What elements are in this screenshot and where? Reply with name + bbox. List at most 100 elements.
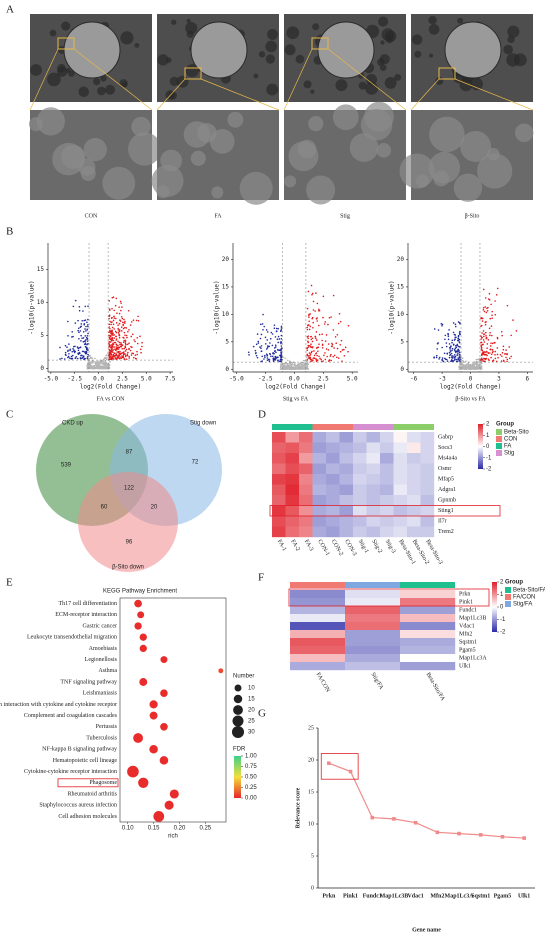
point-decor — [124, 355, 127, 358]
row-label: Vdac1 — [459, 623, 475, 629]
point-decor — [125, 334, 128, 337]
micrograph-texture — [239, 171, 273, 205]
heat-cell — [345, 654, 401, 663]
point-decor — [86, 321, 88, 324]
point-decor — [112, 296, 115, 298]
y-tick-label: Staphylococcus aureus infection — [39, 802, 117, 809]
point-decor — [123, 318, 125, 321]
point-decor — [128, 342, 130, 344]
point-decor — [115, 348, 118, 350]
point-decor — [304, 360, 306, 362]
point-decor — [320, 360, 323, 363]
point-decor — [97, 361, 99, 364]
point-decor — [105, 358, 108, 361]
heat-cell — [366, 474, 381, 485]
point-decor — [256, 333, 259, 335]
point-decor — [85, 346, 87, 349]
heat-cell — [420, 442, 435, 454]
micrograph-texture — [128, 132, 162, 166]
point-decor — [502, 345, 505, 348]
point-decor — [307, 344, 310, 347]
point-decor — [307, 355, 310, 357]
point-decor — [450, 356, 453, 359]
point-decor — [278, 338, 281, 340]
point-decor — [71, 336, 73, 338]
point-decor — [315, 292, 317, 294]
micrograph-texture — [169, 76, 180, 87]
point-decor — [322, 295, 325, 298]
point-decor — [451, 347, 454, 350]
x-tick-label: Map1Lc3B — [380, 893, 409, 899]
point-decor — [471, 364, 474, 367]
point-decor — [459, 358, 461, 361]
micrograph-texture — [185, 64, 199, 78]
x-tick-label: Map1Lc3A — [445, 893, 475, 899]
point-decor — [286, 362, 288, 365]
heat-cell — [285, 474, 300, 485]
point-decor — [445, 342, 448, 344]
heat-cell — [272, 463, 286, 475]
point-decor — [84, 339, 87, 341]
point-decor — [82, 350, 85, 353]
point-decor — [312, 321, 314, 324]
point-decor — [111, 329, 113, 332]
point-decor — [494, 350, 497, 353]
heat-cell — [326, 526, 340, 538]
micrograph-texture — [47, 72, 61, 87]
x-tick-label: Sqstm1 — [471, 893, 490, 899]
point-decor — [283, 368, 286, 370]
point-decor — [109, 327, 111, 330]
point-decor — [91, 360, 94, 362]
micrograph-texture — [157, 54, 169, 66]
dot — [160, 722, 168, 731]
heat-cell — [285, 442, 300, 454]
point-decor — [124, 350, 127, 352]
point-decor — [437, 329, 440, 331]
point-decor — [95, 366, 98, 369]
point-decor — [494, 341, 496, 344]
point-decor — [101, 367, 104, 370]
point-decor — [483, 333, 485, 335]
point-decor — [260, 333, 263, 336]
point-decor — [119, 343, 121, 346]
point-decor — [86, 355, 89, 358]
heat-cell — [420, 453, 435, 464]
point-decor — [284, 357, 287, 360]
point-decor — [459, 360, 461, 362]
point-decor — [451, 339, 454, 342]
legend-swatch — [505, 594, 511, 600]
group-bar — [380, 424, 394, 430]
point-decor — [339, 320, 342, 323]
heat-cell — [366, 526, 381, 538]
heat-cell — [312, 474, 327, 485]
point-decor — [108, 300, 111, 302]
dot — [153, 811, 165, 822]
point-decor — [75, 355, 78, 358]
size-key-label: 25 — [248, 719, 255, 725]
legend-swatch — [496, 443, 502, 449]
micrograph-texture — [78, 86, 89, 98]
point-decor — [328, 316, 331, 319]
point-decor — [141, 345, 143, 348]
point-decor — [67, 320, 69, 323]
scale-tick-label: 2 — [500, 580, 504, 586]
point-decor — [491, 310, 494, 313]
point-decor — [490, 303, 492, 306]
heat-cell — [393, 484, 408, 496]
point-decor — [127, 351, 129, 354]
point-decor — [121, 347, 124, 350]
point-decor — [109, 360, 111, 363]
point-decor — [506, 304, 509, 307]
heat-cell — [299, 442, 313, 454]
point-decor — [465, 367, 468, 370]
point-decor — [317, 346, 320, 349]
point-decor — [104, 366, 106, 368]
micrograph-texture — [428, 53, 434, 58]
dot — [134, 622, 142, 630]
point-decor — [313, 354, 316, 357]
heat-cell — [339, 516, 354, 527]
dot — [169, 789, 179, 799]
point-decor — [114, 304, 117, 307]
point-decor — [84, 335, 87, 337]
point-decor — [99, 361, 102, 363]
